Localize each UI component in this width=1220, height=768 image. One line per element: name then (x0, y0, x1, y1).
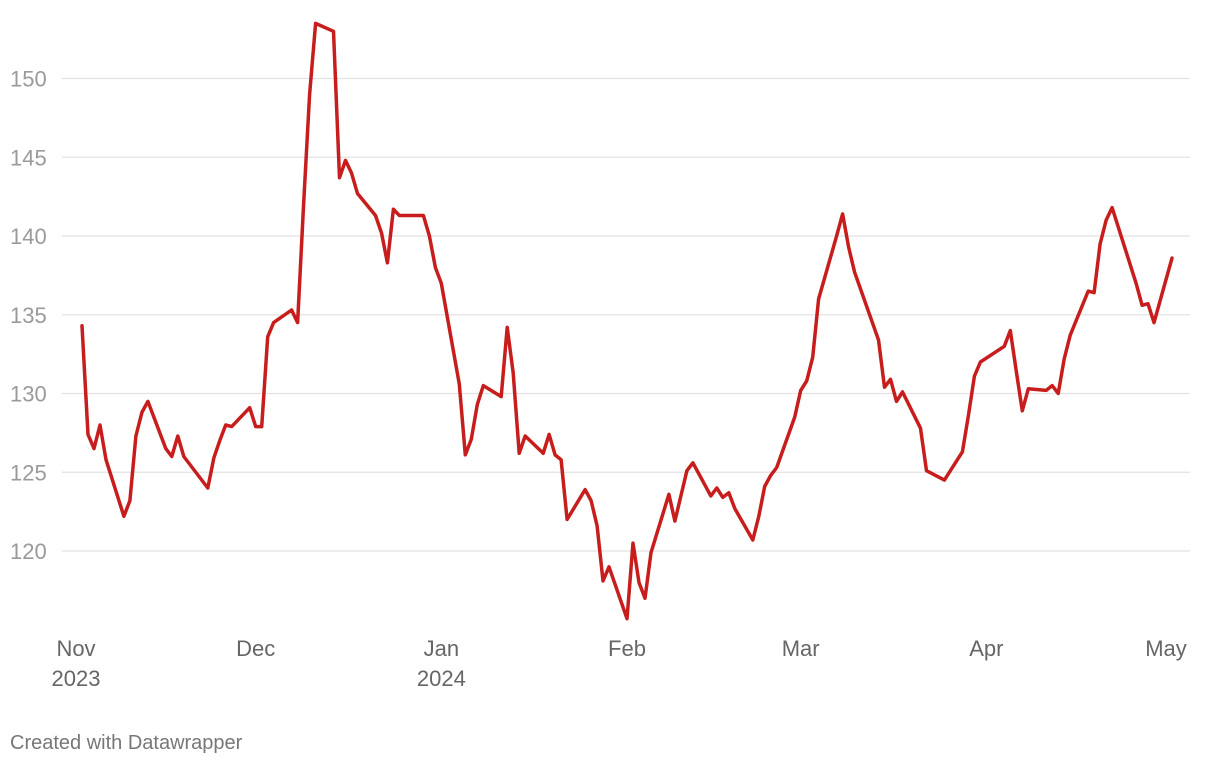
x-tick-year-label: 2023 (52, 666, 101, 691)
x-tick-label: Dec (236, 636, 275, 661)
y-tick-label: 150 (10, 67, 47, 92)
x-tick-label: Nov (56, 636, 95, 661)
gridlines (62, 77, 1190, 552)
y-tick-label: 130 (10, 382, 47, 407)
y-tick-label: 140 (10, 224, 47, 249)
datawrapper-credit[interactable]: Created with Datawrapper (10, 732, 243, 754)
y-tick-label: 135 (10, 303, 47, 328)
y-tick-label: 145 (10, 145, 47, 170)
y-tick-label: 120 (10, 539, 47, 564)
x-tick-label: Jan (424, 636, 459, 661)
y-axis-tick-labels: 120 125 130 135 140 145 150 (10, 67, 47, 565)
x-axis-tick-labels: Nov 2023 Dec Jan 2024 Feb Mar Apr May (52, 636, 1187, 691)
y-tick-label: 125 (10, 460, 47, 485)
x-tick-label: Mar (782, 636, 820, 661)
line-chart: 120 125 130 135 140 145 150 Nov 2023 Dec Jan 2024 F… (10, 21, 1190, 691)
series-line-0 (80, 21, 1174, 621)
series-layer (80, 21, 1174, 621)
x-tick-label: Feb (608, 636, 646, 661)
x-tick-year-label: 2024 (417, 666, 466, 691)
x-tick-label: May (1145, 636, 1187, 661)
x-tick-label: Apr (969, 636, 1003, 661)
